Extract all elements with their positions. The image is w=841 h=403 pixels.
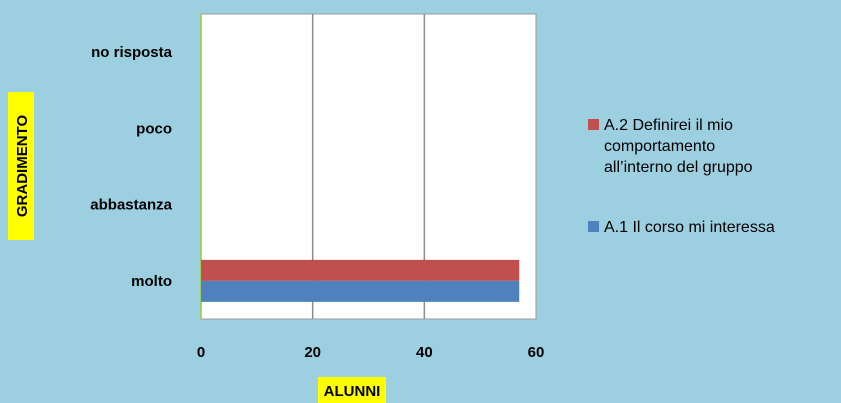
category-label-poco: poco: [136, 120, 172, 137]
legend-swatch-series-2: [588, 119, 599, 130]
bars: [201, 259, 520, 302]
y-axis-title-bg: [8, 92, 34, 240]
category-labels: molto abbastanza poco no risposta: [90, 44, 172, 290]
x-axis-title-text: ALUNNI: [324, 383, 381, 400]
x-tick-60: 60: [528, 344, 545, 361]
legend-label-series-2: A.2 Definirei il mio comportamento all’int…: [604, 117, 753, 176]
x-tick-0: 0: [197, 344, 205, 361]
x-axis-title-bg: [318, 377, 386, 403]
x-axis-title: ALUNNI: [318, 377, 386, 403]
y-axis-title: GRADIMENTO: [8, 92, 34, 240]
x-tick-40: 40: [416, 344, 433, 361]
category-label-molto: molto: [131, 273, 172, 290]
y-axis-title-text: GRADIMENTO: [14, 115, 31, 218]
category-label-no-risposta: no risposta: [91, 44, 173, 61]
bar-molto-series-2: [201, 259, 520, 281]
bar-molto-series-1: [201, 280, 520, 302]
x-tick-labels: 0 20 40 60: [197, 344, 545, 361]
legend-swatch-series-1: [588, 221, 599, 232]
legend: A.2 Definirei il mio comportamento all’int…: [588, 117, 775, 236]
category-label-abbastanza: abbastanza: [90, 197, 172, 214]
x-tick-20: 20: [304, 344, 321, 361]
legend-label-series-1: A.1 Il corso mi interessa: [604, 219, 775, 236]
